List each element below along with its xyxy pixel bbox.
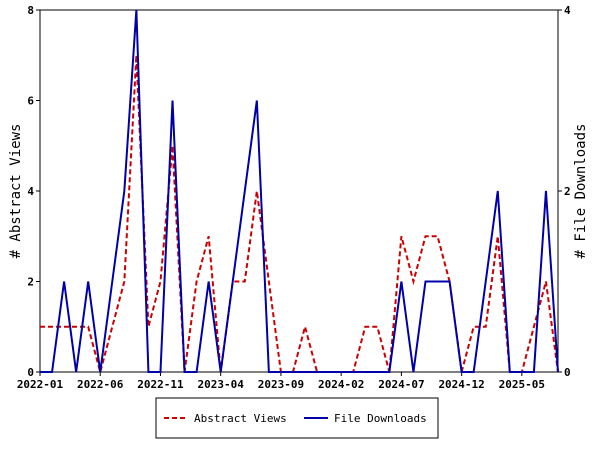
x-tick-label: 2024-12 [438,378,484,391]
y-tick-label: 2 [27,276,34,289]
legend-label: File Downloads [334,412,427,425]
y2-tick-label: 0 [564,366,571,379]
x-tick-label: 2024-02 [318,378,364,391]
x-tick-label: 2022-01 [17,378,64,391]
x-tick-label: 2023-04 [198,378,245,391]
y-tick-label: 8 [27,4,34,17]
x-tick-label: 2022-06 [77,378,124,391]
y2-tick-label: 2 [564,185,571,198]
series-line [40,55,559,376]
y-axis-title: # Abstract Views [8,124,24,259]
x-tick-label: 2024-07 [378,378,424,391]
legend [155,397,439,439]
y-tick-label: 4 [27,185,34,198]
y2-tick-label: 4 [564,4,571,17]
x-tick-label: 2025-05 [499,378,545,391]
series-line [40,9,559,373]
legend-label: Abstract Views [194,412,287,425]
x-tick-label: 2022-11 [137,378,184,391]
x-tick-label: 2023-09 [258,378,304,391]
y-tick-label: 0 [27,366,34,379]
y-tick-label: 6 [27,95,34,108]
y2-axis-title: # File Downloads [573,124,589,259]
